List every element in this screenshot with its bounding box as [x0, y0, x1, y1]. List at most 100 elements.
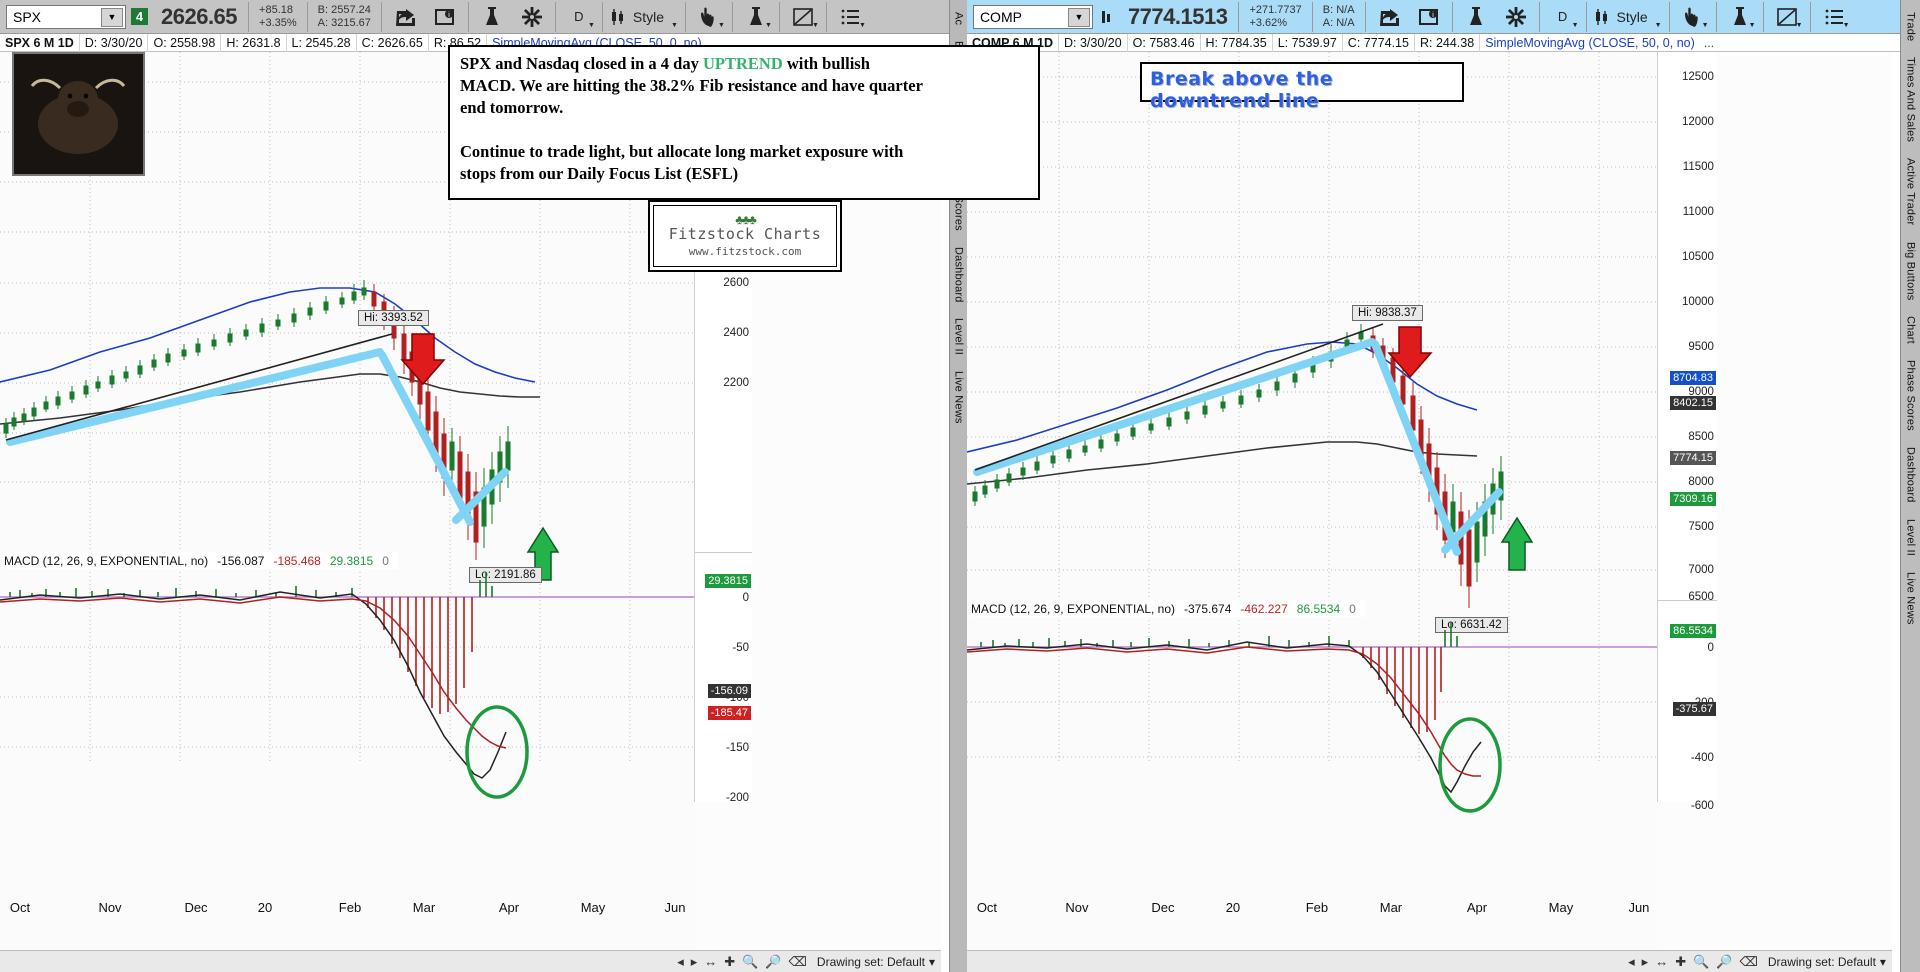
- gear-icon[interactable]: [1496, 2, 1536, 32]
- right-info-overflow[interactable]: ...: [1703, 35, 1715, 50]
- chevron-down-icon: ▼: [1748, 21, 1756, 29]
- macd-cross-highlight: [465, 705, 529, 799]
- right-bid: B: N/A: [1322, 3, 1355, 16]
- next-icon[interactable]: ▸: [690, 953, 698, 969]
- rail-item-trade[interactable]: Trade: [1904, 12, 1917, 42]
- right-high-callout: Hi: 9838.37: [1351, 305, 1423, 321]
- rail-item-big-buttons[interactable]: Big Buttons: [1904, 241, 1917, 301]
- left-date-axis: Oct Nov Dec 20 Feb Mar Apr May Jun: [0, 900, 694, 920]
- flask-icon[interactable]: [1456, 2, 1496, 32]
- drawing-flask-icon[interactable]: ▼: [1720, 2, 1760, 32]
- left-macd-header[interactable]: MACD (12, 26, 9, EXPONENTIAL, no) -156.0…: [4, 552, 398, 569]
- chevron-down-icon[interactable]: ▾: [928, 954, 935, 969]
- eraser-icon[interactable]: ⌫: [1739, 953, 1758, 969]
- right-date-axis: Oct Nov Dec 20 Feb Mar Apr May Jun: [967, 900, 1657, 920]
- rail-item-chart[interactable]: Chart: [1904, 316, 1917, 345]
- chevron-down-icon: ▼: [1701, 21, 1709, 29]
- right-macd-header[interactable]: MACD (12, 26, 9, EXPONENTIAL, no) -375.6…: [970, 600, 1365, 617]
- left-change-pct: +3.35%: [259, 16, 297, 29]
- flask-icon[interactable]: [472, 2, 512, 32]
- candlestick-icon[interactable]: [606, 2, 630, 32]
- rail-item-phase-scores[interactable]: Phase Scores: [1904, 360, 1917, 432]
- style-label: Style: [632, 8, 664, 25]
- rail-item-times-and-sales[interactable]: Times And Sales: [1904, 57, 1917, 143]
- axis-tick: 12500: [1681, 71, 1714, 83]
- axis-tick: -150: [725, 742, 749, 754]
- left-symbol-text: SPX: [13, 8, 42, 25]
- divider: [1364, 1, 1366, 32]
- right-price-tag-last: 7774.15: [1670, 451, 1716, 465]
- right-style-button[interactable]: Style ▼: [1614, 2, 1666, 32]
- fitzstock-logo-inner: ♣♣♣ Fitzstock Charts www.fitzstock.com: [653, 205, 837, 267]
- list-menu-icon[interactable]: ▼: [830, 2, 870, 32]
- left-macd-v1: -156.087: [217, 553, 265, 568]
- pan-icon[interactable]: ↔: [1655, 954, 1669, 969]
- outer-tab-rail: Trade Times And Sales Active Trader Big …: [1900, 0, 1920, 972]
- share-icon[interactable]: [1369, 2, 1409, 32]
- rail-item-dashboard[interactable]: Dashboard: [1904, 447, 1917, 503]
- red-down-arrow: [400, 333, 446, 386]
- rail-item-active-trader[interactable]: Active Trader: [1904, 158, 1917, 226]
- chevron-down-icon[interactable]: ▼: [1067, 7, 1090, 27]
- period-selector[interactable]: D ▼: [559, 2, 599, 32]
- right-timeframe-icon[interactable]: [1098, 7, 1115, 26]
- axis-tick: 2200: [723, 377, 749, 389]
- zoom-in-icon[interactable]: 🔍: [742, 953, 759, 969]
- right-chart-body[interactable]: Hi: 9838.37 Lo: 6631.42 12500 12000 1150…: [966, 52, 1892, 950]
- rail-item-dashboard[interactable]: Dashboard: [952, 246, 965, 303]
- prev-icon[interactable]: ◂: [1628, 953, 1635, 969]
- zoom-out-icon[interactable]: 🔎: [765, 953, 782, 969]
- cursor-hand-icon[interactable]: ▼: [689, 2, 729, 32]
- chevron-down-icon: ▼: [1842, 21, 1850, 29]
- rail-item-live-news[interactable]: Live News: [952, 371, 965, 424]
- eraser-icon[interactable]: ⌫: [788, 953, 807, 969]
- candlestick-icon[interactable]: [1590, 2, 1614, 32]
- macd-cross-highlight: [1438, 717, 1502, 813]
- right-symbol-input[interactable]: COMP ▼: [972, 4, 1093, 29]
- left-macd-tag-signal: -185.47: [707, 706, 751, 720]
- style-label: Style: [1616, 8, 1648, 25]
- list-menu-icon[interactable]: ▼: [1814, 2, 1854, 32]
- rail-item-level-ii[interactable]: Level II: [952, 318, 965, 356]
- fitzstock-logo-title: Fitzstock Charts: [668, 224, 822, 243]
- right-period-selector[interactable]: D ▼: [1543, 2, 1583, 32]
- date-tick: Apr: [498, 900, 520, 915]
- drawing-flask-icon[interactable]: ▼: [736, 2, 776, 32]
- style-button[interactable]: Style ▼: [630, 2, 682, 32]
- right-info-indicator[interactable]: SimpleMovingAvg (CLOSE, 50, 0, no): [1485, 35, 1695, 50]
- right-macd-tag-hist: 86.5534: [1670, 624, 1716, 638]
- pan-icon[interactable]: ↔: [704, 954, 718, 969]
- crosshair-icon[interactable]: ✚: [724, 953, 736, 969]
- date-tick: May: [1548, 900, 1574, 915]
- zoom-out-icon[interactable]: 🔎: [1716, 953, 1733, 969]
- gear-icon[interactable]: [512, 2, 552, 32]
- next-icon[interactable]: ▸: [1641, 953, 1649, 969]
- rail-item-live-news[interactable]: Live News: [1904, 571, 1917, 625]
- note-info-icon[interactable]: i: [425, 2, 465, 32]
- cursor-hand-icon[interactable]: ▼: [1673, 2, 1713, 32]
- date-tick: Nov: [1065, 900, 1089, 915]
- left-timeframe-badge[interactable]: 4: [131, 8, 148, 25]
- trendline-tool-icon[interactable]: ▼: [1767, 2, 1807, 32]
- note-info-icon[interactable]: i: [1409, 2, 1449, 32]
- rail-item-level-ii[interactable]: Level II: [1904, 518, 1917, 556]
- trendline-tool-icon[interactable]: ▼: [783, 2, 823, 32]
- zoom-in-icon[interactable]: 🔍: [1693, 953, 1710, 969]
- share-icon[interactable]: [385, 2, 425, 32]
- rail-item-ac[interactable]: Ac: [952, 12, 965, 26]
- date-tick: Mar: [412, 900, 436, 915]
- chevron-down-icon: ▼: [858, 21, 866, 29]
- fitzstock-logo-url: www.fitzstock.com: [688, 244, 802, 258]
- right-info-range: R: 244.38: [1415, 33, 1481, 52]
- crosshair-icon[interactable]: ✚: [1675, 953, 1687, 969]
- chevron-down-icon: ▼: [1571, 21, 1579, 29]
- chevron-down-icon[interactable]: ▼: [101, 7, 123, 27]
- axis-tick: 7000: [1688, 564, 1714, 576]
- divider: [825, 1, 827, 32]
- left-symbol-input[interactable]: SPX ▼: [6, 4, 126, 29]
- left-info-symbol: SPX 6 M 1D: [0, 33, 80, 52]
- chevron-down-icon[interactable]: ▾: [1879, 954, 1886, 969]
- prev-icon[interactable]: ◂: [677, 953, 684, 969]
- axis-tick: 0: [1707, 642, 1714, 654]
- left-info-overflow[interactable]: ...: [710, 35, 722, 50]
